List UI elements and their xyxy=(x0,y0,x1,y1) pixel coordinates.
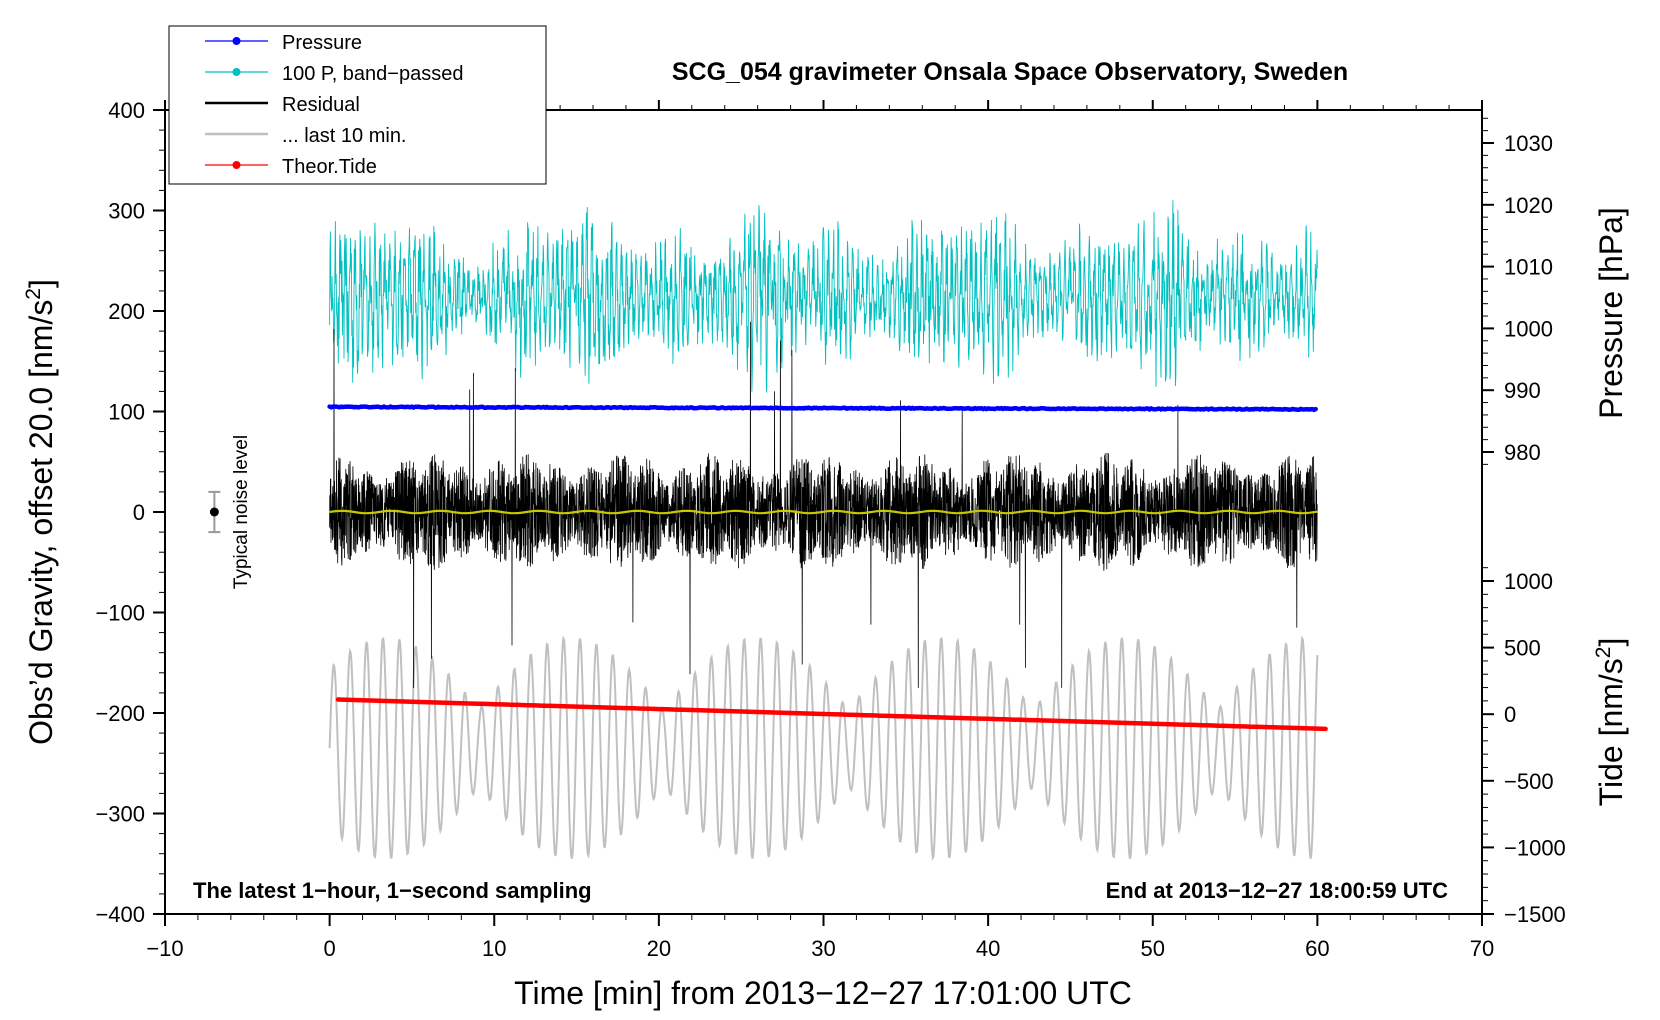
y-axis-gravity: 400 300 200 100 0 −100 −200 −300 −400 xyxy=(95,98,165,927)
y-tick-label: 400 xyxy=(108,98,145,123)
y-axis-label-tide-sup: 2 xyxy=(1592,647,1615,659)
legend: Pressure 100 P, band−passed Residual ... la… xyxy=(168,25,547,185)
legend-box xyxy=(168,25,547,185)
y-axis-label-gravity-end: ] xyxy=(23,279,59,288)
tide-tick-label: 1000 xyxy=(1504,569,1553,594)
y-tick-label: −100 xyxy=(95,601,145,626)
x-tick-label: −10 xyxy=(146,936,183,961)
pressure-tick-label: 980 xyxy=(1504,440,1541,465)
y-tick-label: 100 xyxy=(108,400,145,425)
legend-label: ... last 10 min. xyxy=(282,125,407,147)
legend-label: Pressure xyxy=(282,32,362,54)
legend-items: Pressure 100 P, band−passed Residual ... la… xyxy=(205,32,463,178)
residual-line xyxy=(329,321,1318,688)
y-tick-label: 300 xyxy=(108,199,145,224)
y-tick-label: 200 xyxy=(108,299,145,324)
y-tick-label: −200 xyxy=(95,701,145,726)
noise-level-label: Typical noise level xyxy=(231,435,252,589)
y-tick-label: −400 xyxy=(95,902,145,927)
legend-swatch-marker xyxy=(232,161,241,169)
series-layer xyxy=(327,200,1328,862)
x-tick-label: 70 xyxy=(1470,936,1494,961)
pressure-tick-label: 1020 xyxy=(1504,193,1553,218)
y-axis-label-gravity-main: Obs’d Gravity, offset 20.0 [nm/s xyxy=(23,300,59,745)
legend-label: Theor.Tide xyxy=(282,156,377,178)
legend-label: Residual xyxy=(282,94,360,116)
y-tick-label: −300 xyxy=(95,802,145,827)
legend-swatch-marker xyxy=(232,37,241,45)
y-axis-label-tide-main: Tide [nm/s xyxy=(1593,658,1629,806)
pressure-tick-label: 990 xyxy=(1504,378,1541,403)
x-tick-label: 0 xyxy=(324,936,336,961)
y-tick-label: 0 xyxy=(133,500,145,525)
y-axis-pressure: 1030 1020 1010 1000 990 980 xyxy=(1482,117,1553,465)
legend-label: 100 P, band−passed xyxy=(282,63,463,85)
sampling-note: The latest 1−hour, 1−second sampling xyxy=(193,878,592,903)
chart-title: SCG_054 gravimeter Onsala Space Observat… xyxy=(672,58,1348,86)
noise-point xyxy=(209,507,219,517)
x-tick-label: 50 xyxy=(1141,936,1165,961)
x-tick-label: 30 xyxy=(811,936,835,961)
residual-trend-line xyxy=(329,509,1318,515)
bandpassed-pressure-line xyxy=(329,200,1318,393)
x-tick-label: 10 xyxy=(482,936,506,961)
y-axis-label-tide: Tide [nm/s2] xyxy=(1592,638,1629,807)
y-axis-label-gravity: Obs’d Gravity, offset 20.0 [nm/s2] xyxy=(22,279,59,745)
pressure-line xyxy=(327,404,1318,413)
pressure-tick-label: 1000 xyxy=(1504,316,1553,341)
x-tick-label: 40 xyxy=(976,936,1000,961)
tide-tick-label: −500 xyxy=(1504,769,1554,794)
pressure-tick-label: 1030 xyxy=(1504,131,1553,156)
y-axis-label-gravity-sup: 2 xyxy=(22,288,45,300)
noise-level-indicator xyxy=(208,490,221,534)
y-axis-label-tide-end: ] xyxy=(1593,638,1629,647)
pressure-tick-label: 1010 xyxy=(1504,255,1553,280)
x-tick-label: 20 xyxy=(647,936,671,961)
y-axis-label-pressure: Pressure [hPa] xyxy=(1593,207,1629,419)
x-tick-label: 60 xyxy=(1305,936,1329,961)
last-10-min-line xyxy=(328,635,1319,862)
y-axis-tide: 1000 500 0 −500 −1000 −1500 xyxy=(1482,567,1566,927)
tide-tick-label: 500 xyxy=(1504,636,1541,661)
theoretical-tide-line xyxy=(335,697,1328,732)
tide-tick-label: −1500 xyxy=(1504,902,1566,927)
tide-tick-label: −1000 xyxy=(1504,835,1566,860)
legend-swatch-marker xyxy=(232,68,241,76)
x-axis-label: Time [min] from 2013−12−27 17:01:00 UTC xyxy=(514,975,1132,1011)
end-time-note: End at 2013−12−27 18:00:59 UTC xyxy=(1106,878,1449,903)
tide-tick-label: 0 xyxy=(1504,702,1516,727)
